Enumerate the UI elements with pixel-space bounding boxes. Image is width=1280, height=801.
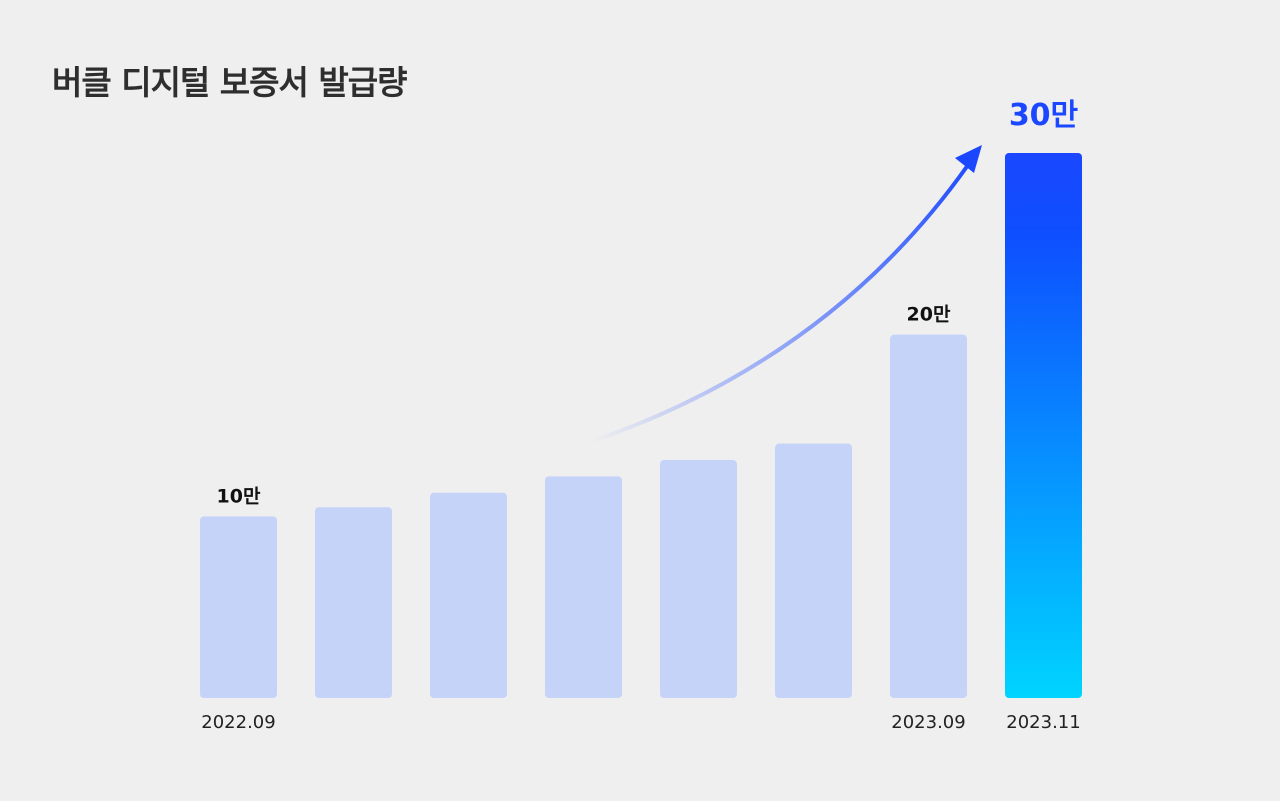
bar <box>1005 153 1082 698</box>
growth-arrow <box>588 145 982 444</box>
bar <box>315 507 392 698</box>
data-label: 10만 <box>217 485 261 507</box>
data-label: 20만 <box>907 304 951 326</box>
bar <box>660 460 737 698</box>
x-tick-label: 2023.09 <box>891 712 965 733</box>
chart-title: 버클 디지털 보증서 발급량 <box>52 63 407 102</box>
x-tick-label: 2022.09 <box>201 712 275 733</box>
x-tick-label: 2023.11 <box>1006 712 1080 733</box>
bar <box>775 443 852 698</box>
bar <box>200 516 277 698</box>
bar <box>430 492 507 698</box>
bar <box>890 334 967 698</box>
bar <box>545 476 622 698</box>
data-label: 30만 <box>1009 98 1079 133</box>
